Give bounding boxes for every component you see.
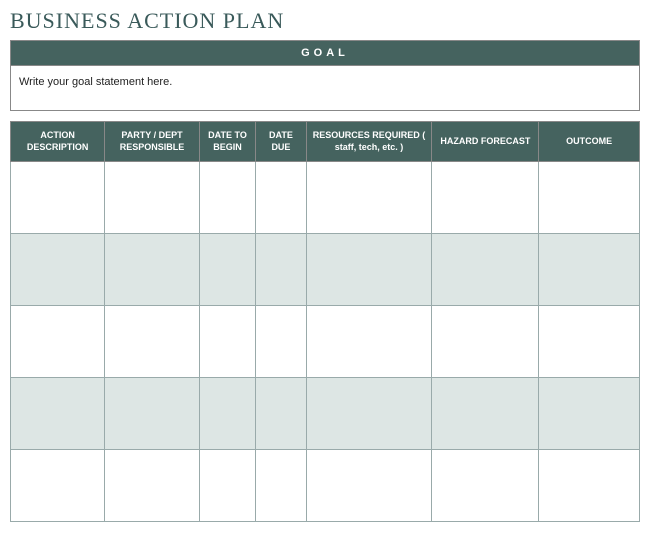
cell[interactable] xyxy=(539,162,640,234)
cell[interactable] xyxy=(539,450,640,522)
cell[interactable] xyxy=(256,306,306,378)
th-party-dept: PARTY / DEPT RESPONSIBLE xyxy=(105,122,199,162)
table-row xyxy=(11,234,640,306)
cell[interactable] xyxy=(256,378,306,450)
cell[interactable] xyxy=(432,162,539,234)
cell[interactable] xyxy=(199,378,256,450)
cell[interactable] xyxy=(432,306,539,378)
th-outcome: OUTCOME xyxy=(539,122,640,162)
cell[interactable] xyxy=(199,234,256,306)
action-plan-table: ACTION DESCRIPTION PARTY / DEPT RESPONSI… xyxy=(10,121,640,522)
cell[interactable] xyxy=(306,306,432,378)
th-hazard: HAZARD FORECAST xyxy=(432,122,539,162)
cell[interactable] xyxy=(306,234,432,306)
cell[interactable] xyxy=(199,306,256,378)
th-action-description: ACTION DESCRIPTION xyxy=(11,122,105,162)
cell[interactable] xyxy=(11,162,105,234)
cell[interactable] xyxy=(105,450,199,522)
cell[interactable] xyxy=(306,162,432,234)
table-row xyxy=(11,306,640,378)
cell[interactable] xyxy=(105,234,199,306)
cell[interactable] xyxy=(11,450,105,522)
cell[interactable] xyxy=(256,162,306,234)
cell[interactable] xyxy=(539,306,640,378)
cell[interactable] xyxy=(199,162,256,234)
cell[interactable] xyxy=(432,378,539,450)
table-header-row: ACTION DESCRIPTION PARTY / DEPT RESPONSI… xyxy=(11,122,640,162)
goal-header-bar: GOAL xyxy=(10,40,640,66)
th-date-due: DATE DUE xyxy=(256,122,306,162)
cell[interactable] xyxy=(11,234,105,306)
th-resources: RESOURCES REQUIRED ( staff, tech, etc. ) xyxy=(306,122,432,162)
cell[interactable] xyxy=(306,378,432,450)
cell[interactable] xyxy=(539,378,640,450)
cell[interactable] xyxy=(432,450,539,522)
cell[interactable] xyxy=(199,450,256,522)
cell[interactable] xyxy=(256,234,306,306)
cell[interactable] xyxy=(306,450,432,522)
table-row xyxy=(11,378,640,450)
cell[interactable] xyxy=(11,306,105,378)
cell[interactable] xyxy=(11,378,105,450)
cell[interactable] xyxy=(432,234,539,306)
cell[interactable] xyxy=(539,234,640,306)
cell[interactable] xyxy=(256,450,306,522)
goal-statement-input[interactable]: Write your goal statement here. xyxy=(10,66,640,111)
cell[interactable] xyxy=(105,378,199,450)
page-title: BUSINESS ACTION PLAN xyxy=(10,8,640,34)
th-date-begin: DATE TO BEGIN xyxy=(199,122,256,162)
cell[interactable] xyxy=(105,306,199,378)
table-row xyxy=(11,162,640,234)
cell[interactable] xyxy=(105,162,199,234)
table-row xyxy=(11,450,640,522)
